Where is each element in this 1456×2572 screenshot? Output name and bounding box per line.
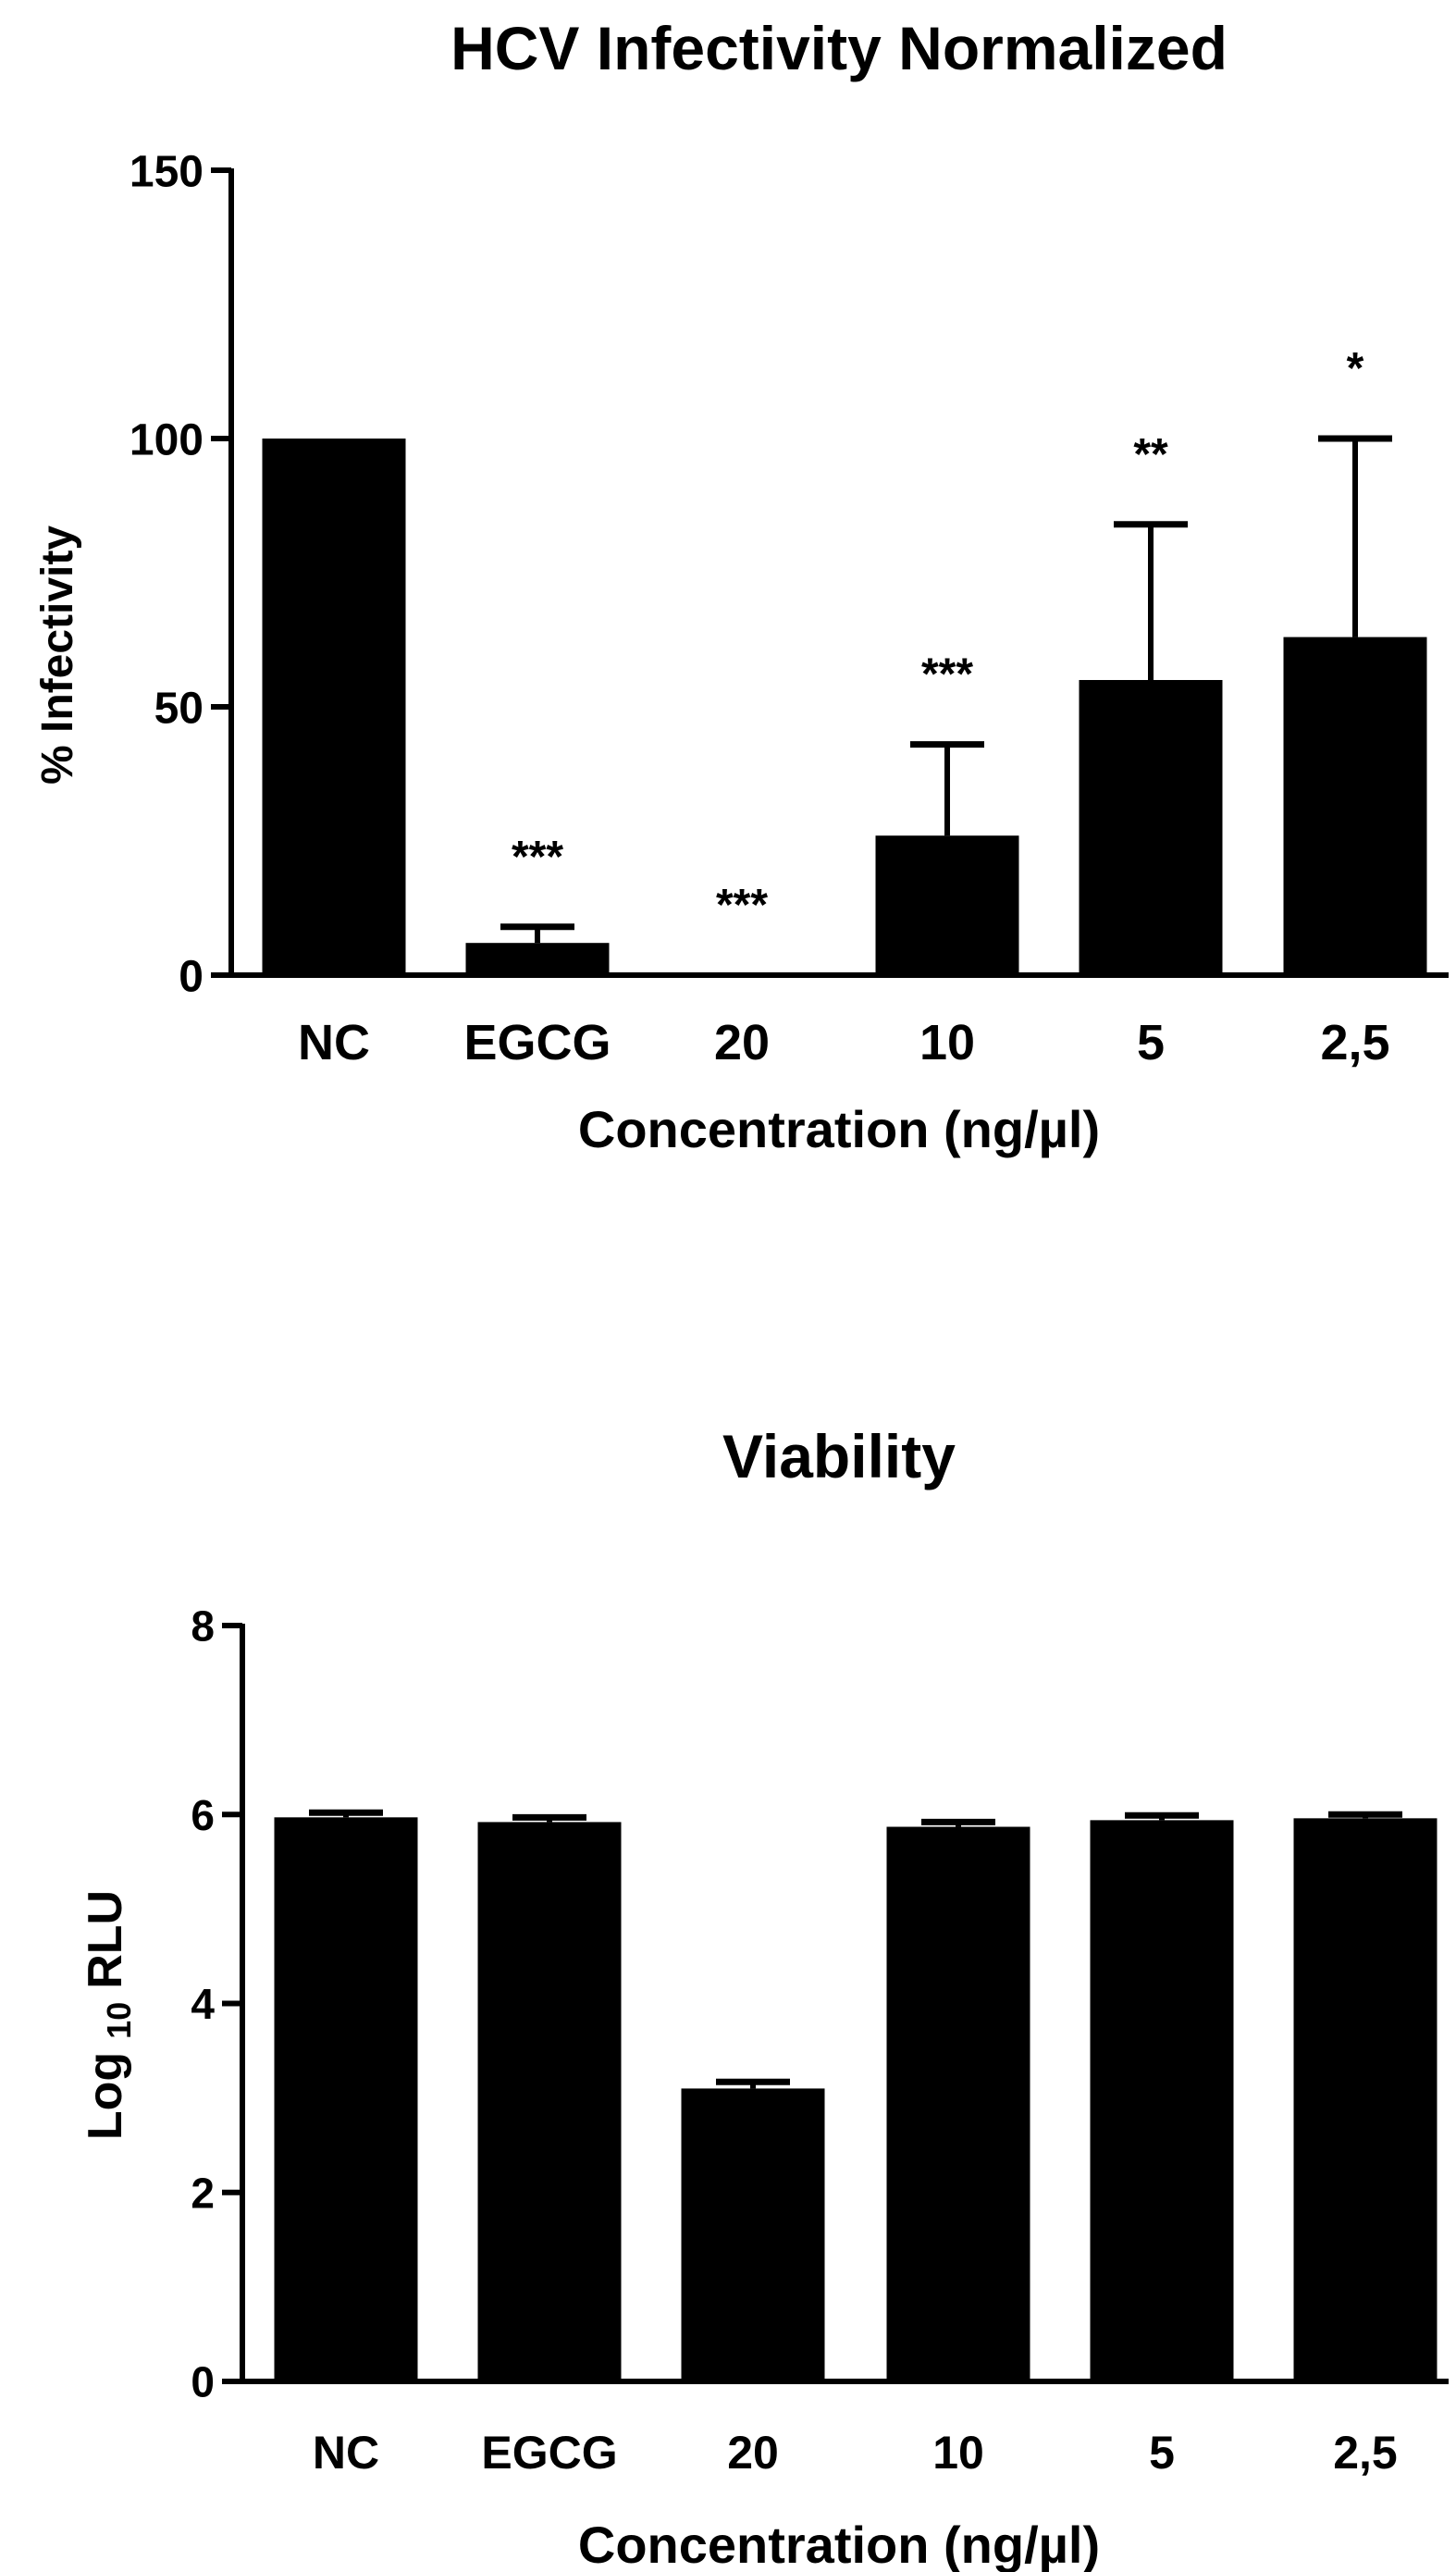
x-tick-label: NC	[313, 2427, 379, 2479]
y-axis-label: % Infectivity	[33, 526, 82, 785]
x-tick-label: EGCG	[481, 2427, 617, 2479]
bar	[1090, 1820, 1234, 2381]
y-tick-label: 4	[191, 1980, 215, 2028]
x-tick-label: EGCG	[463, 1015, 611, 1070]
x-tick-label: 5	[1149, 2427, 1175, 2479]
bar	[681, 2088, 825, 2381]
chart-title: Viability	[722, 1422, 956, 1490]
y-axis-label: Log 10 RLU	[79, 1890, 138, 2140]
significance-label: ***	[921, 650, 973, 699]
x-axis-label: Concentration (ng/µl)	[578, 1100, 1100, 1158]
y-tick-label: 0	[179, 952, 204, 1001]
x-tick-label: 10	[919, 1015, 975, 1070]
x-tick-label: NC	[298, 1015, 370, 1070]
x-tick-label: 2,5	[1333, 2427, 1398, 2479]
significance-label: ***	[512, 833, 563, 882]
bar	[1283, 637, 1427, 975]
y-tick-label: 8	[191, 1602, 215, 1651]
infectivity-chart: HCV Infectivity Normalized % Infectivity…	[33, 14, 1449, 1158]
y-tick-label: 100	[130, 415, 204, 464]
y-axis-label-main: Log	[79, 2052, 132, 2140]
y-axis-label-subscript: 10	[100, 2002, 138, 2039]
significance-label: ***	[716, 881, 768, 930]
bar	[477, 1822, 622, 2381]
chart-title: HCV Infectivity Normalized	[450, 14, 1228, 82]
y-tick-label: 0	[191, 2358, 215, 2406]
y-axis-label-unit: RLU	[79, 1890, 132, 1989]
x-axis-label: Concentration (ng/µl)	[578, 2516, 1100, 2572]
x-tick-label: 10	[932, 2427, 984, 2479]
y-tick-label: 50	[154, 684, 204, 733]
x-tick-label: 20	[714, 1015, 770, 1070]
bar	[886, 1826, 1030, 2381]
significance-label: **	[1133, 430, 1168, 479]
y-tick-label: 6	[191, 1791, 215, 1839]
bar	[1293, 1818, 1437, 2381]
y-tick-label: 150	[130, 147, 204, 196]
significance-label: *	[1347, 344, 1364, 393]
bar	[262, 439, 406, 975]
x-tick-label: 2,5	[1320, 1015, 1389, 1070]
bar	[875, 835, 1019, 975]
bar	[1079, 680, 1223, 975]
bar	[274, 1817, 418, 2381]
y-tick-label: 2	[191, 2169, 215, 2217]
bar	[465, 943, 610, 975]
x-tick-label: 20	[727, 2427, 779, 2479]
viability-chart: Viability Log 10 RLU Concentration (ng/µl)…	[79, 1422, 1449, 2572]
x-tick-label: 5	[1137, 1015, 1165, 1070]
